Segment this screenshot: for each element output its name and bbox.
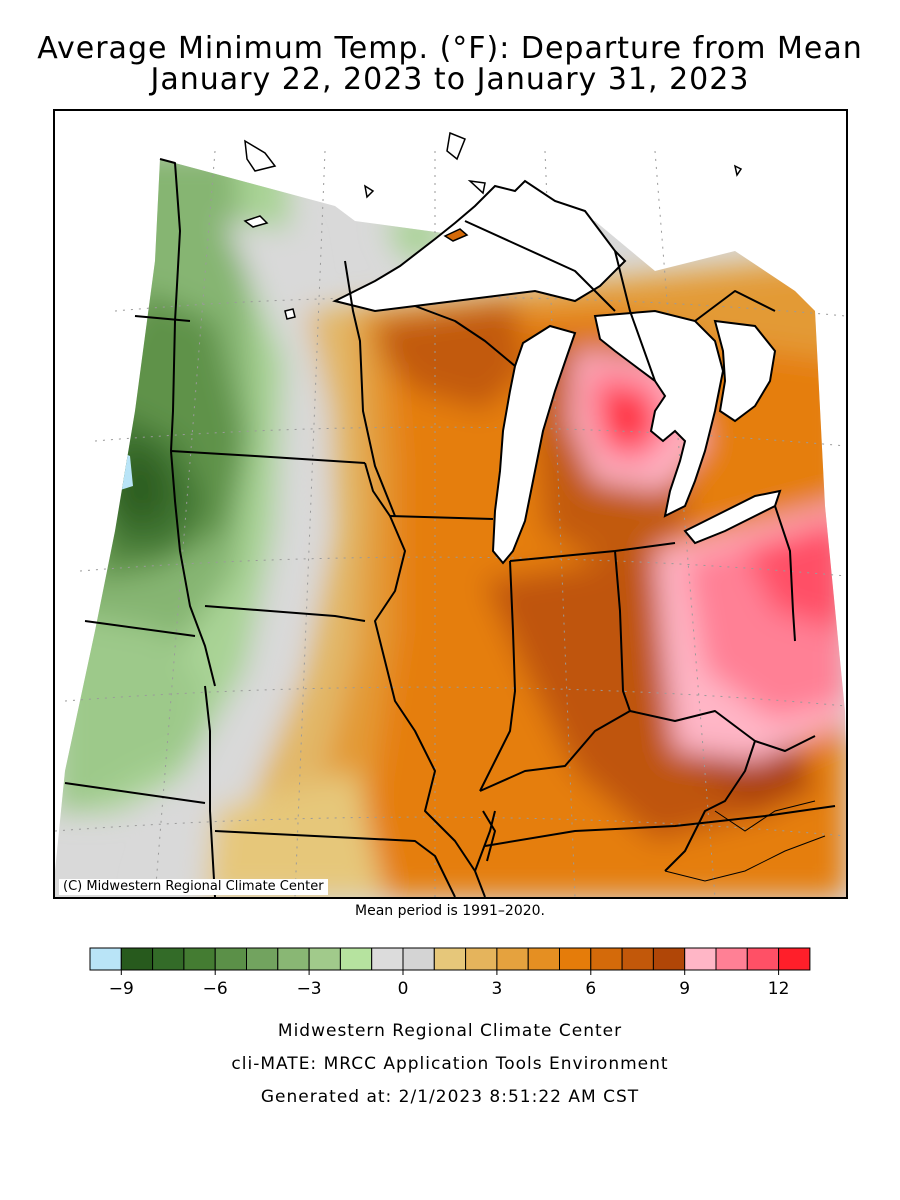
legend-swatch	[621, 947, 654, 971]
legend-swatch	[433, 947, 467, 971]
river-lines	[664, 800, 826, 882]
legend-tick-label: 9	[679, 979, 690, 999]
footer-generated-time: Generated at: 2/1/2023 8:51:22 AM CST	[260, 1087, 640, 1107]
legend-tick-label: 3	[491, 979, 502, 999]
legend-tick-label: −3	[297, 979, 322, 999]
legend-tick-label: −9	[109, 979, 134, 999]
legend-swatch	[402, 947, 435, 971]
legend-tick-label: 6	[585, 979, 596, 999]
mean-period-note: Mean period is 1991–2020.	[355, 903, 545, 919]
legend-tick-label: 12	[768, 979, 790, 999]
map-title: Average Minimum Temp. (°F): Departure fr…	[37, 31, 863, 66]
footer-tool-name: cli-MATE: MRCC Application Tools Environ…	[231, 1054, 669, 1074]
legend-colorbar: −9 −6 −3 0 3 6 9 12	[89, 947, 811, 999]
footer-organization: Midwestern Regional Climate Center	[277, 1021, 623, 1041]
legend-swatch	[277, 947, 310, 971]
copyright-label: (C) Midwestern Regional Climate Center	[59, 879, 328, 895]
legend-tick-label: −6	[203, 979, 228, 999]
map-frame: (C) Midwestern Regional Climate Center	[53, 109, 848, 899]
legend-swatch	[339, 947, 373, 971]
legend-tick-label: 0	[398, 979, 409, 999]
legend-swatch	[214, 947, 247, 971]
legend-swatch	[684, 947, 717, 971]
islands	[243, 215, 469, 320]
legend-swatch	[715, 947, 748, 971]
temperature-departure-map	[55, 131, 846, 897]
color-legend: −9 −6 −3 0 3 6 9 12	[0, 940, 900, 1000]
legend-swatch	[496, 947, 529, 971]
legend-swatch	[246, 947, 279, 971]
legend-swatch	[371, 947, 404, 971]
legend-swatch	[559, 947, 592, 971]
great-lakes	[332, 179, 782, 565]
legend-swatch	[778, 947, 811, 971]
legend-swatch	[590, 947, 623, 971]
legend-swatch	[183, 947, 216, 971]
legend-swatch	[746, 947, 780, 971]
legend-swatch	[652, 947, 686, 971]
legend-swatch	[152, 947, 185, 971]
coastline	[244, 131, 743, 199]
map-date-range: January 22, 2023 to January 31, 2023	[150, 62, 750, 97]
legend-swatch	[120, 947, 154, 971]
legend-swatch	[308, 947, 341, 971]
legend-swatch	[527, 947, 561, 971]
state-boundaries	[64, 158, 836, 897]
legend-swatch	[465, 947, 498, 971]
legend-swatch	[89, 947, 122, 971]
